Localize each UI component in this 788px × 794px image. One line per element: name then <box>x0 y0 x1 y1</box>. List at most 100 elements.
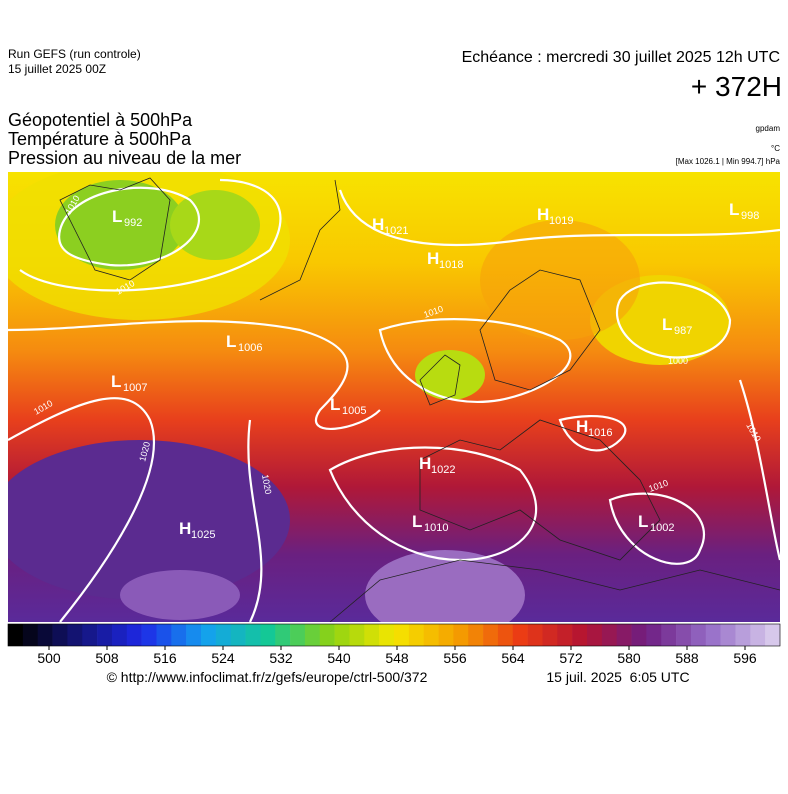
valid-time: Echéance : mercredi 30 juillet 2025 12h … <box>462 49 780 66</box>
unit: °C <box>771 144 780 153</box>
field-blob <box>120 570 240 620</box>
colorbar-swatch <box>52 624 68 646</box>
pressure-center-letter: L <box>226 332 236 351</box>
colorbar-tick-label: 532 <box>269 650 293 666</box>
colorbar-swatch <box>126 624 142 646</box>
colorbar-swatch <box>765 624 781 646</box>
pressure-center-letter: L <box>412 512 422 531</box>
colorbar-swatch <box>423 624 439 646</box>
colorbar-swatch <box>141 624 157 646</box>
pressure-center-value: 1010 <box>424 522 448 534</box>
pressure-center-value: 1002 <box>650 522 674 534</box>
colorbar-swatch <box>720 624 736 646</box>
colorbar-swatch <box>156 624 172 646</box>
colorbar-tick-label: 556 <box>443 650 467 666</box>
source: © http://www.infoclimat.fr/z/gefs/europe… <box>107 669 428 685</box>
colorbar-tick-label: 564 <box>501 650 525 666</box>
colorbar-swatch <box>542 624 558 646</box>
pressure-center-letter: H <box>179 519 191 538</box>
colorbar-swatch <box>483 624 499 646</box>
field-blob <box>55 180 185 270</box>
pressure-center-value: 1016 <box>588 427 612 439</box>
pressure-center-value: 992 <box>124 217 142 229</box>
colorbar-swatch <box>690 624 707 646</box>
field-blob <box>480 220 640 340</box>
field-blob <box>8 440 290 600</box>
colorbar-swatch <box>527 624 543 646</box>
colorbar-swatch <box>631 624 647 646</box>
unit: [Max 1026.1 | Min 994.7] hPa <box>676 157 781 166</box>
colorbar-swatch <box>275 624 291 646</box>
colorbar-swatch <box>512 624 528 646</box>
colorbar-tick-label: 508 <box>95 650 119 666</box>
pressure-center-letter: L <box>111 372 121 391</box>
colorbar-swatch <box>735 624 751 646</box>
field-blob <box>415 350 485 400</box>
field-blob <box>170 190 260 260</box>
colorbar-swatch <box>260 624 276 646</box>
colorbar-tick-label: 588 <box>675 650 699 666</box>
colorbar-swatch <box>394 624 410 646</box>
pressure-center-value: 1021 <box>384 225 408 237</box>
colorbar-tick-label: 500 <box>37 650 61 666</box>
colorbar-swatch <box>201 624 217 646</box>
colorbar-swatch <box>290 624 306 646</box>
colorbar-swatch <box>334 624 350 646</box>
colorbar-swatch <box>379 624 395 646</box>
isobars <box>8 178 780 622</box>
colorbar-swatch <box>750 624 766 646</box>
colorbar-swatch <box>453 624 469 646</box>
coastlines <box>59 177 780 622</box>
run: Run GEFS (run controle) <box>8 47 141 61</box>
pressure-center-letter: H <box>576 417 588 436</box>
colorbar-tick-label: 548 <box>385 650 409 666</box>
pressure-center-value: 1022 <box>431 464 455 476</box>
colorbar-swatch <box>111 624 128 646</box>
colorbar-swatch <box>8 624 24 646</box>
colorbar-swatch <box>186 624 202 646</box>
pressure-center-value: 1019 <box>549 215 573 227</box>
pressure-center-value: 1007 <box>123 382 147 394</box>
colorbar-swatch <box>601 624 617 646</box>
map <box>8 172 780 622</box>
colorbar-swatch <box>67 624 83 646</box>
pressure-center-letter: L <box>330 395 340 414</box>
colorbar-swatch <box>587 624 603 646</box>
pressure-center-letter: H <box>372 215 384 234</box>
isobar-label: 1000 <box>668 356 688 366</box>
colorbar-swatch <box>616 624 632 646</box>
colorbar-swatch <box>97 624 113 646</box>
field-title: Pression au niveau de la mer <box>8 148 241 168</box>
colorbar-swatch <box>572 624 588 646</box>
colorbar-swatch <box>22 624 38 646</box>
colorbar-swatch <box>304 624 321 646</box>
pressure-center-letter: H <box>419 454 431 473</box>
unit: gpdam <box>756 124 781 133</box>
field-blob <box>365 550 525 622</box>
colorbar-swatch <box>215 624 231 646</box>
pressure-center-letter: L <box>112 207 122 226</box>
pressure-center-value: 998 <box>741 210 759 222</box>
colorbar-tick-label: 580 <box>617 650 641 666</box>
generated: 15 juil. 2025 6:05 UTC <box>546 669 689 685</box>
colorbar-swatch <box>349 624 365 646</box>
colorbar-swatch <box>646 624 662 646</box>
colorbar-tick-label: 516 <box>153 650 177 666</box>
colorbar-swatch <box>408 624 424 646</box>
colorbar-swatch <box>676 624 692 646</box>
colorbar-tick-label: 572 <box>559 650 583 666</box>
pressure-center-letter: L <box>638 512 648 531</box>
colorbar-tick-label: 540 <box>327 650 351 666</box>
colorbar-swatch <box>82 624 98 646</box>
pressure-center-value: 1025 <box>191 529 215 541</box>
colorbar-swatch <box>171 624 187 646</box>
run-date: 15 juillet 2025 00Z <box>8 62 106 76</box>
field-title: Température à 500hPa <box>8 129 192 149</box>
pressure-center-letter: H <box>427 249 439 268</box>
lead-time: + 372H <box>691 71 782 102</box>
pressure-center-value: 1005 <box>342 405 366 417</box>
colorbar-swatch <box>364 624 380 646</box>
colorbar-swatch <box>319 624 335 646</box>
pressure-center-letter: L <box>662 315 672 334</box>
pressure-center-value: 987 <box>674 325 692 337</box>
